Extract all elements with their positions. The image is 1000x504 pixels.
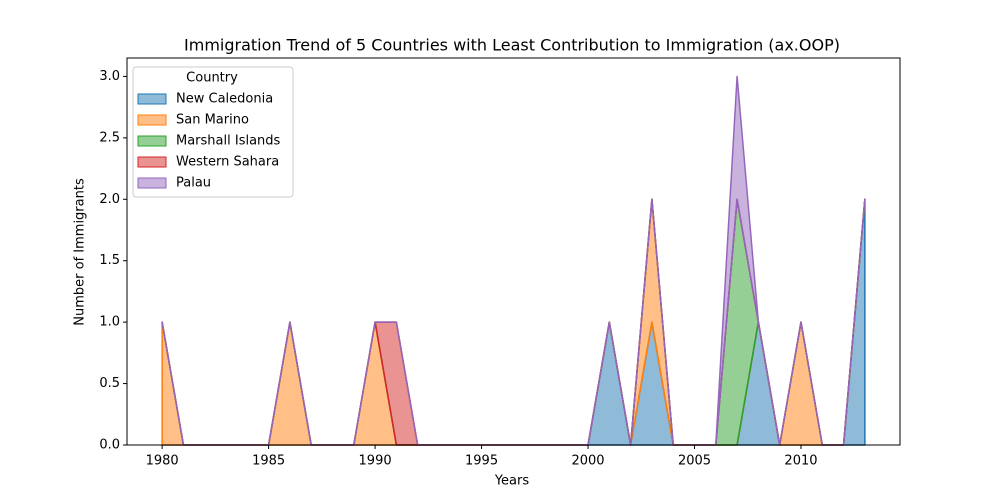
y-tick-label: 1.0 [99, 315, 120, 330]
legend-label: Western Sahara [176, 155, 279, 170]
y-tick-label: 2.0 [99, 192, 120, 207]
legend-swatch [137, 156, 167, 168]
x-tick-label: 1995 [465, 454, 498, 469]
y-tick-label: 0.0 [99, 438, 120, 453]
x-tick-label: 2000 [571, 454, 604, 469]
x-tick-label: 1985 [252, 454, 285, 469]
legend-swatch [137, 135, 167, 147]
y-tick-label: 2.5 [99, 130, 120, 145]
x-tick-label: 2010 [784, 454, 817, 469]
x-axis-label: Years [494, 474, 530, 489]
legend-box [132, 66, 294, 198]
legend-label: New Caledonia [176, 92, 273, 107]
y-tick-label: 3.0 [99, 69, 120, 84]
legend-swatch [137, 177, 167, 189]
axes-frame [126, 57, 901, 446]
legend-title: Country [186, 71, 238, 86]
x-tick-label: 2005 [678, 454, 711, 469]
y-tick-label: 1.5 [99, 253, 120, 268]
y-axis-label: Number of Immigrants [73, 178, 88, 326]
area [161, 75, 866, 446]
y-tick-label: 0.5 [99, 376, 120, 391]
legend-label: Marshall Islands [176, 134, 281, 149]
legend-swatch [137, 114, 167, 126]
x-tick-label: 1980 [146, 454, 179, 469]
legend-label: San Marino [176, 113, 249, 128]
x-tick-label: 1990 [359, 454, 392, 469]
legend-swatch [137, 93, 167, 105]
chart-title: Immigration Trend of 5 Countries with Le… [184, 36, 840, 55]
area [161, 198, 866, 446]
legend-label: Palau [176, 176, 211, 191]
